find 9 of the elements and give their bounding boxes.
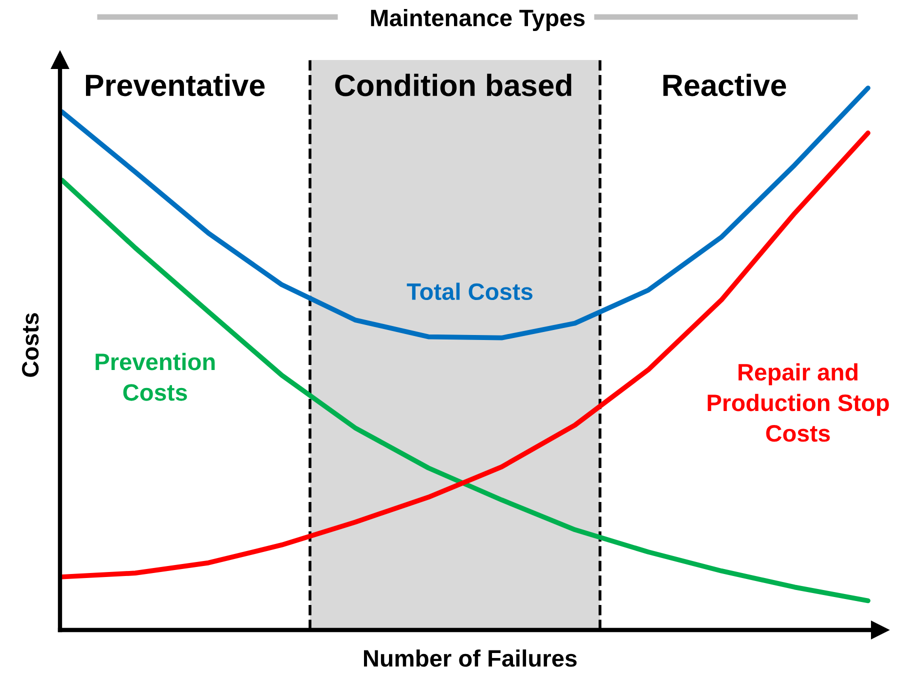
series-label: Repair and Production Stop Costs	[708, 363, 889, 442]
y-axis-title: Costs	[22, 313, 39, 377]
series-label: Total Costs	[406, 282, 532, 300]
annotation: Preventative	[86, 74, 265, 96]
annotation: Reactive	[663, 74, 786, 96]
x-axis-title: Number of Failures	[364, 649, 577, 667]
series-label: Prevention Costs	[96, 352, 215, 401]
chart-title: Maintenance Types	[371, 8, 585, 32]
annotation: Condition based	[335, 74, 572, 96]
